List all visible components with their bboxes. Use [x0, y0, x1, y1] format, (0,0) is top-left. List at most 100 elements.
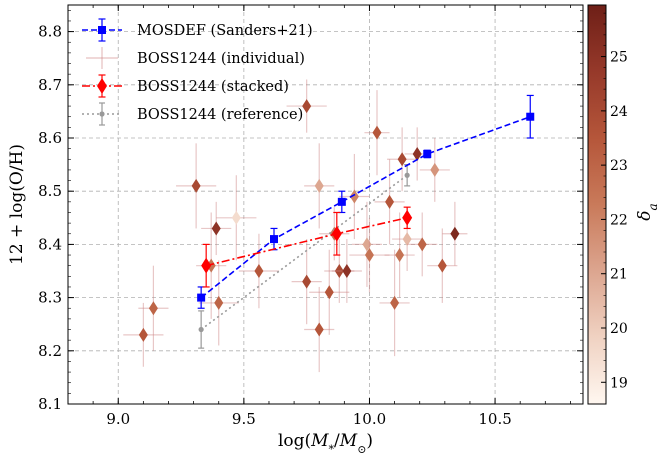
individual-diamond	[412, 146, 422, 161]
individual-point	[407, 212, 438, 277]
stacked-marker	[201, 257, 212, 274]
individual-point	[427, 228, 458, 303]
individual-diamond	[148, 301, 158, 316]
stacked-point	[402, 206, 413, 230]
individual-diamond	[214, 295, 224, 310]
plot-frame	[67, 4, 584, 405]
plot-area	[123, 79, 535, 373]
y-tick-label: 8.2	[38, 342, 62, 360]
individual-diamond	[364, 248, 374, 263]
individual-point	[384, 212, 415, 298]
legend-entry: BOSS1244 (reference)	[82, 102, 303, 126]
individual-diamond	[302, 99, 312, 114]
stacked-point	[331, 211, 342, 256]
individual-point	[379, 249, 410, 357]
individual-diamond	[395, 248, 405, 263]
y-tick-label: 8.5	[38, 182, 62, 200]
x-tick-label: 10.0	[353, 410, 386, 428]
stacked-point	[201, 243, 212, 288]
individual-diamond	[231, 210, 241, 225]
x-axis-label: log(M*/M⊙)	[278, 431, 373, 456]
colorbar-gradient	[587, 4, 607, 405]
individual-diamond	[324, 285, 334, 300]
x-tick-label: 9.0	[106, 410, 130, 428]
individual-point	[238, 233, 280, 309]
individual-point	[364, 90, 390, 176]
colorbar-tick-label: 25	[610, 50, 628, 66]
individual-point	[349, 217, 390, 293]
y-tick-label: 8.1	[38, 395, 62, 413]
colorbar: 19 20 21 22 23 24 25 δa	[587, 4, 658, 405]
legend: MOSDEF (Sanders+21) BOSS1244 (individual)…	[82, 18, 313, 126]
legend-entry: BOSS1244 (individual)	[86, 47, 305, 69]
individual-diamond	[362, 237, 372, 252]
individual-point	[374, 159, 405, 245]
individual-diamond	[334, 264, 344, 278]
individual-diamond	[314, 178, 324, 193]
legend-entry: BOSS1244 (stacked)	[82, 74, 289, 98]
individual-point	[387, 127, 418, 192]
individual-point	[216, 175, 257, 261]
individual-diamond	[402, 232, 412, 247]
mosdef-point	[526, 94, 535, 139]
individual-diamond	[450, 226, 460, 241]
colorbar-tick-label: 21	[610, 267, 628, 283]
legend-label: MOSDEF (Sanders+21)	[137, 23, 313, 39]
individual-diamond	[302, 274, 312, 289]
y-tick-label: 8.7	[38, 76, 62, 94]
colorbar-tick-label: 20	[610, 321, 628, 337]
individual-diamond	[314, 322, 324, 337]
mosdef-marker	[526, 112, 535, 121]
reference-marker	[198, 326, 204, 333]
individual-point	[442, 201, 468, 266]
mosdef-point	[423, 149, 432, 159]
axis-ticks: 9.0 9.5 10.0 10.5 8.1 8.2 8.3 8.4 8.5 8.6 8.7 8.8	[38, 5, 583, 428]
individual-point	[351, 201, 383, 287]
individual-diamond	[417, 237, 427, 252]
legend-marker	[99, 111, 105, 117]
mosdef-marker	[423, 149, 432, 158]
individual-point	[291, 239, 322, 325]
colorbar-label: δa	[635, 203, 658, 220]
individual-point	[331, 239, 362, 303]
legend-label: BOSS1244 (individual)	[137, 51, 305, 67]
y-tick-label: 8.6	[38, 129, 62, 147]
individual-point	[176, 143, 217, 229]
legend-label: BOSS1244 (reference)	[137, 107, 303, 123]
mosdef-marker	[270, 235, 278, 244]
y-axis-label: 12 + log(O/H)	[7, 144, 27, 265]
colorbar-tick-label: 23	[610, 158, 628, 174]
reference-point	[404, 164, 411, 187]
individual-diamond	[430, 162, 440, 177]
individual-diamond	[390, 295, 400, 310]
individual-point	[123, 302, 164, 367]
individual-diamond	[372, 125, 382, 140]
individual-point	[309, 249, 350, 335]
reference-point	[198, 310, 205, 349]
stacked-marker	[331, 225, 342, 242]
individual-point	[304, 286, 335, 373]
legend-marker	[97, 78, 107, 94]
y-tick-label: 8.8	[38, 23, 62, 41]
legend-entry: MOSDEF (Sanders+21)	[82, 18, 313, 42]
reference-marker	[404, 172, 410, 178]
individual-point	[198, 260, 239, 346]
mosdef-marker	[337, 197, 346, 206]
individual-point	[201, 201, 232, 256]
mosdef-marker	[197, 293, 206, 302]
individual-point	[286, 79, 327, 133]
legend-marker	[98, 26, 106, 34]
stacked-marker	[402, 209, 413, 226]
legend-label: BOSS1244 (stacked)	[137, 79, 289, 95]
y-tick-label: 8.4	[38, 235, 62, 253]
individual-point	[138, 265, 169, 351]
individual-diamond	[385, 194, 395, 209]
individual-point	[419, 138, 450, 202]
individual-diamond	[349, 189, 359, 204]
y-tick-label: 8.3	[38, 289, 62, 307]
individual-diamond	[211, 221, 221, 236]
individual-diamond	[191, 178, 201, 193]
individual-diamond	[254, 264, 264, 278]
colorbar-tick-label: 22	[610, 212, 628, 228]
individual-diamond	[342, 264, 352, 278]
